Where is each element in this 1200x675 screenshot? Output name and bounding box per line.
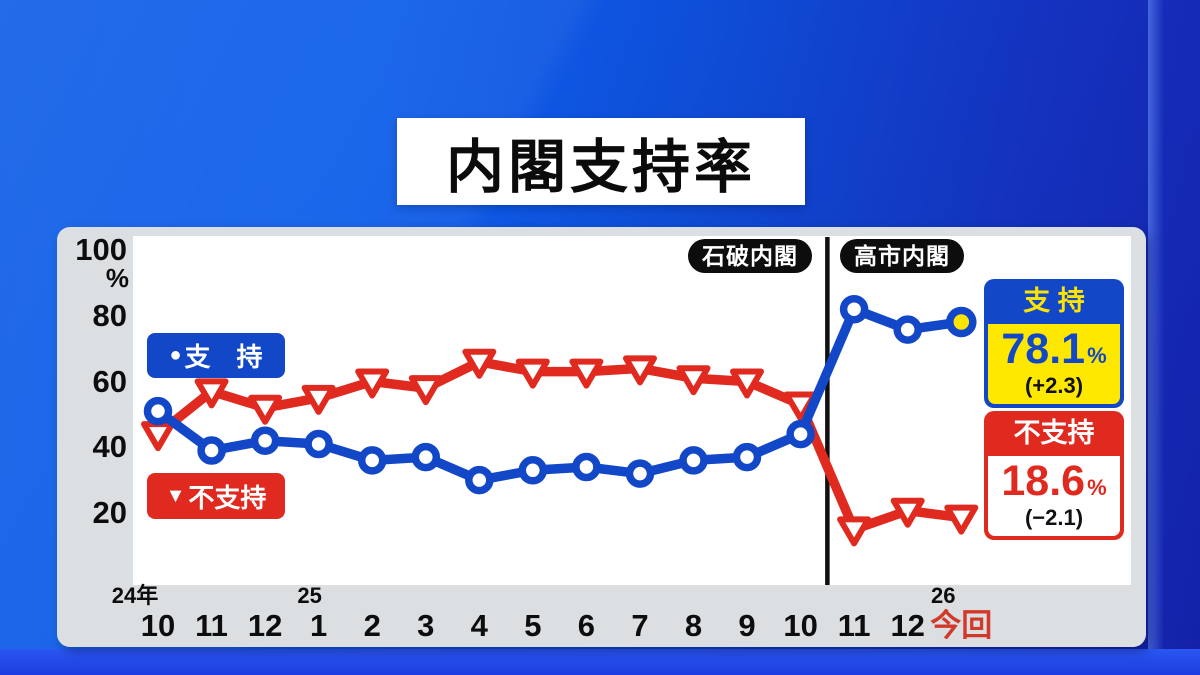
support-point [625,459,655,488]
support-line [153,304,967,485]
x-axis-month-label: 3 [417,608,435,643]
oppose-point [462,348,497,379]
y-axis-tick-label: 80 [92,297,127,333]
x-axis-month-label: 9 [738,608,756,643]
title-banner: 内閣支持率 [397,118,805,205]
oppose-point [141,421,175,452]
support-info-title: 支 持 [1023,286,1085,316]
x-axis-month-label: 10 [140,608,176,643]
page-title: 内閣支持率 [445,134,756,200]
support-value: 78.1 [1001,325,1086,373]
legend-oppose: ▼ 不支持 [147,473,285,519]
legend-support-label: 支 持 [184,342,263,372]
support-point [411,442,441,472]
y-axis-tick-label: 100 [75,232,127,267]
oppose-info-body: 18.6% (−2.1) [988,456,1120,537]
support-point [197,436,226,465]
support-info-box: 支 持 78.1% (+2.3) [984,279,1124,409]
support-point [732,442,762,472]
oppose-point [837,516,872,547]
oppose-point [944,504,979,535]
x-axis-month-label: 5 [524,608,542,643]
triangle-down-marker-icon: ▼ [165,484,186,507]
x-axis-year-label: 26 [931,583,956,608]
support-unit: % [1087,343,1107,368]
cabinet-badge-ishiba: 石破内閣 [688,239,812,273]
oppose-change: (−2.1) [1024,505,1084,531]
legend-support: ● 支 持 [147,333,285,378]
oppose-point [623,355,657,386]
oppose-point [890,497,925,528]
oppose-point [355,368,390,399]
support-point [839,294,869,324]
oppose-point [730,368,764,399]
x-axis-year-label: 25 [297,583,322,608]
x-axis-month-label: 6 [577,608,596,643]
x-axis-month-label: 10 [783,608,818,643]
support-point [357,446,387,475]
support-point [946,306,977,338]
oppose-point [569,358,604,389]
support-point [250,426,280,455]
percent-unit-label: % [105,263,129,293]
x-axis-month-label: 4 [470,608,488,643]
support-value-row: 78.1% [988,325,1120,373]
support-point [893,315,922,344]
x-axis-month-label: 12 [890,608,925,643]
x-axis-month-label: 7 [631,608,649,643]
support-point [465,465,494,495]
support-point [518,456,548,485]
x-axis-year-label: 24年 [111,583,159,608]
x-axis-month-label: 今回 [930,608,993,643]
oppose-info-box: 不支持 18.6% (−2.1) [984,411,1124,541]
background-bottom-bar [0,649,1200,675]
x-axis-month-label: 8 [684,608,703,643]
support-point [572,452,601,482]
x-axis-month-label: 11 [837,608,871,643]
oppose-value-row: 18.6% [988,457,1120,505]
cabinet-badge-takaichi: 高市内閣 [840,239,964,273]
x-axis-month-label: 11 [195,608,228,643]
background-light-band [1148,0,1164,675]
oppose-unit: % [1087,475,1107,500]
oppose-value: 18.6 [1001,457,1086,505]
y-axis-tick-label: 40 [92,429,127,465]
oppose-point [408,375,443,406]
x-axis-month-label: 1 [310,608,328,643]
support-info-body: 78.1% (+2.3) [988,324,1120,405]
oppose-line [153,357,967,535]
legend-oppose-label: 不支持 [188,482,267,513]
support-point [304,429,333,459]
x-axis-month-label: 12 [247,608,283,643]
oppose-point [301,384,336,415]
support-point [786,419,815,449]
circle-marker-icon: ● [169,344,182,366]
x-axis-month-label: 2 [363,608,381,643]
oppose-point [248,394,283,425]
oppose-info-title: 不支持 [1013,418,1095,448]
support-change: (+2.3) [1024,373,1084,399]
oppose-point [676,365,711,396]
support-point [143,396,173,426]
oppose-point [194,378,229,409]
oppose-point [515,358,550,389]
y-axis-tick-label: 20 [92,495,127,530]
support-point [679,446,708,475]
y-axis-tick-label: 60 [92,363,127,399]
